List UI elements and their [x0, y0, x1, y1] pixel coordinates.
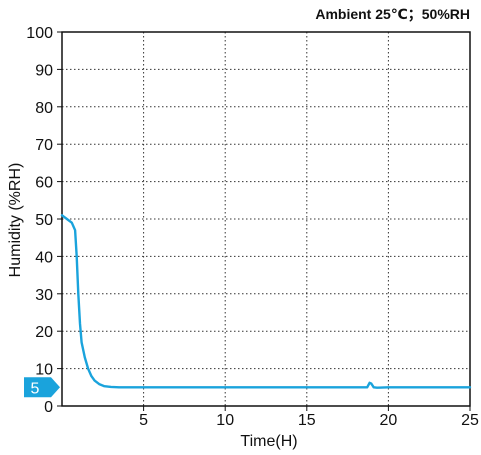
- y-axis: 0 10 20 30 40 50 60 70 80 90 100: [26, 25, 62, 416]
- y-tick-label-100: 100: [26, 25, 53, 42]
- y-axis-label: Humidity (%RH): [7, 163, 24, 278]
- x-tick-label-5: 5: [139, 412, 148, 429]
- x-tick-label-10: 10: [216, 412, 234, 429]
- y-tick-label-10: 10: [35, 362, 53, 379]
- y-tick-label-0: 0: [44, 399, 53, 416]
- x-axis-label: Time(H): [240, 433, 297, 450]
- y-tick-label-50: 50: [35, 212, 53, 229]
- y-tick-label-80: 80: [35, 100, 53, 117]
- y-tick-label-90: 90: [35, 62, 53, 79]
- y-tick-label-60: 60: [35, 175, 53, 192]
- chart-title: Ambient 25℃；50%RH: [315, 6, 470, 23]
- x-axis: 5 10 15 20 25: [139, 406, 479, 429]
- y-tick-label-30: 30: [35, 287, 53, 304]
- value-marker-label: 5: [31, 380, 40, 397]
- grid: [62, 32, 470, 406]
- x-tick-label-15: 15: [298, 412, 316, 429]
- y-tick-label-70: 70: [35, 137, 53, 154]
- y-tick-label-20: 20: [35, 324, 53, 341]
- series-line-0: [60, 214, 472, 389]
- x-tick-label-20: 20: [380, 412, 398, 429]
- marker-layer: 5: [24, 377, 60, 398]
- value-marker-badge: [24, 377, 60, 398]
- y-tick-label-40: 40: [35, 249, 53, 266]
- x-tick-label-25: 25: [461, 412, 479, 429]
- series-layer: [60, 214, 472, 389]
